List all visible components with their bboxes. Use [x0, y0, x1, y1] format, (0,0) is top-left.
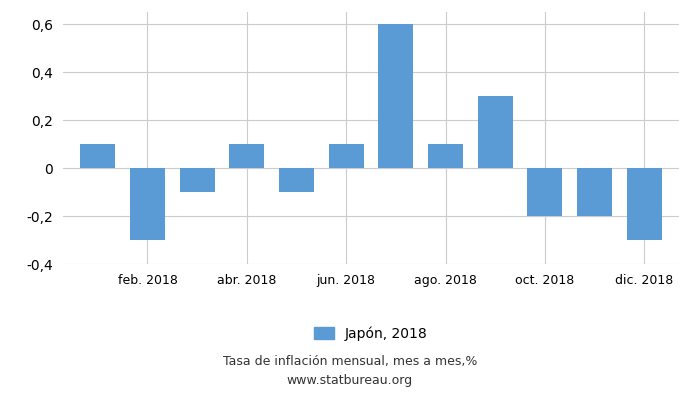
Text: www.statbureau.org: www.statbureau.org [287, 374, 413, 387]
Bar [279, 168, 314, 192]
Bar [578, 168, 612, 216]
Bar [180, 168, 214, 192]
Bar [428, 144, 463, 168]
Legend: Japón, 2018: Japón, 2018 [314, 326, 428, 341]
Bar [230, 144, 264, 168]
Bar [130, 168, 164, 240]
Bar [478, 96, 512, 168]
Bar [379, 24, 413, 168]
Bar [329, 144, 363, 168]
Text: Tasa de inflación mensual, mes a mes,%: Tasa de inflación mensual, mes a mes,% [223, 356, 477, 368]
Bar [626, 168, 662, 240]
Bar [528, 168, 562, 216]
Bar [80, 144, 116, 168]
